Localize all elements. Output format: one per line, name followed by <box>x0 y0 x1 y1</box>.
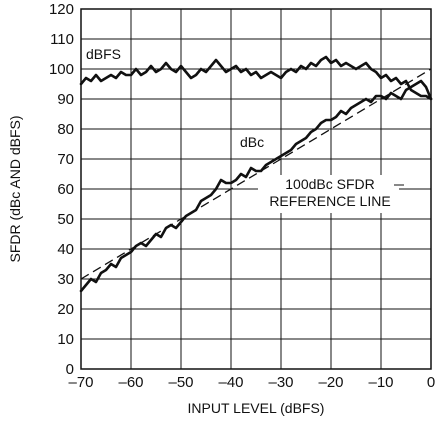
x-tick-label: –30 <box>268 374 293 391</box>
dbfs-series-label: dBFS <box>86 46 121 62</box>
reference-line-label-1: 100dBc SFDR <box>285 176 374 192</box>
y-tick-label: 20 <box>57 301 74 318</box>
y-axis-label: SFDR (dBc AND dBFS) <box>7 115 23 262</box>
y-tick-label: 120 <box>49 1 74 18</box>
y-tick-label: 80 <box>57 121 74 138</box>
y-tick-label: 50 <box>57 211 74 228</box>
y-tick-label: 70 <box>57 151 74 168</box>
y-tick-label: 30 <box>57 271 74 288</box>
y-tick-label: 10 <box>57 331 74 348</box>
dbc-series-line <box>79 79 433 293</box>
dbfs-series-line <box>79 55 433 101</box>
x-tick-label: –50 <box>168 374 193 391</box>
x-tick-label: –40 <box>218 374 243 391</box>
y-tick-label: 100 <box>49 61 74 78</box>
series-annotations: dBFS dBc 100dBc SFDR REFERENCE LINE <box>83 46 404 213</box>
y-tick-label: 0 <box>66 361 74 378</box>
x-tick-label: 0 <box>427 374 435 391</box>
dbfs-label-bg <box>83 46 123 63</box>
ref-label-bg <box>258 175 399 213</box>
x-axis-label: INPUT LEVEL (dBFS) <box>188 400 325 416</box>
y-tick-label: 90 <box>57 91 74 108</box>
x-tick-label: –10 <box>368 374 393 391</box>
y-tick-label: 40 <box>57 241 74 258</box>
plot-frame <box>80 8 432 370</box>
x-tick-label: –70 <box>68 374 93 391</box>
x-tick-label: –20 <box>318 374 343 391</box>
y-tick-label: 60 <box>57 181 74 198</box>
dbc-series-label: dBc <box>240 134 264 150</box>
tick-labels: –70 –60 –50 –40 –30 –20 –10 0 0 10 20 30 40 50 60 70 80 9… <box>49 1 435 391</box>
series-layer <box>79 55 433 293</box>
y-tick-label: 110 <box>50 31 74 48</box>
reference-line <box>80 68 432 280</box>
reference-line-label-2: REFERENCE LINE <box>269 193 390 209</box>
dbc-label-bg <box>238 133 268 151</box>
x-tick-label: –60 <box>118 374 143 391</box>
